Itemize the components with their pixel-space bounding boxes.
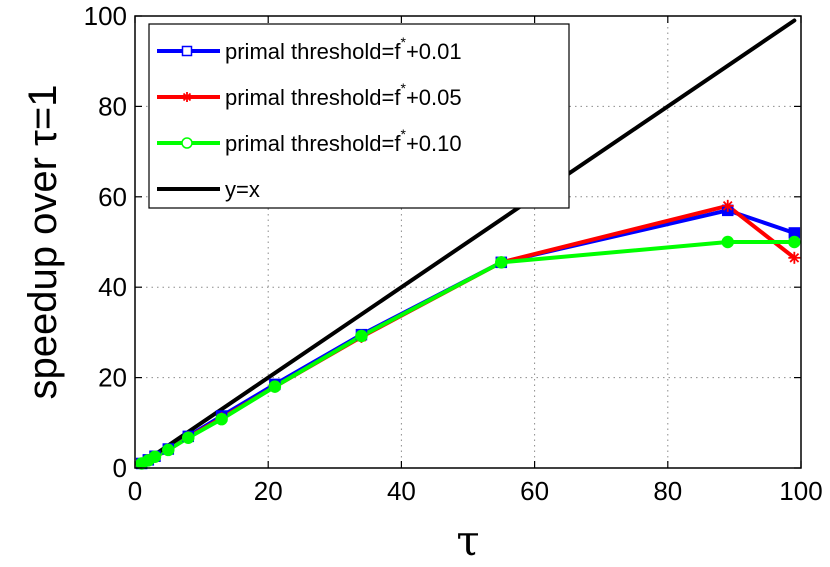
legend-superscript: *: [400, 34, 406, 50]
legend-marker: [182, 92, 192, 102]
y-tick-label: 60: [98, 182, 127, 212]
x-tick-label: 40: [387, 476, 416, 506]
x-axis-label: τ: [456, 516, 479, 565]
legend-entry-label: primal threshold=f*+0.01: [225, 34, 462, 64]
legend-entry-text: primal threshold=f: [225, 85, 401, 110]
legend-entry-label: primal threshold=f*+0.05: [225, 80, 462, 110]
legend-suffix: +0.01: [406, 39, 462, 64]
data-point-s2-10: [788, 235, 801, 249]
legend-box: [148, 23, 570, 209]
data-point-s2-3: [162, 443, 175, 457]
legend-superscript: *: [400, 80, 406, 96]
asterisk-stroke: [789, 252, 800, 263]
legend-suffix: +0.10: [406, 131, 462, 156]
series-markers: [135, 199, 801, 470]
asterisk-stroke: [722, 201, 733, 211]
legend-marker: [181, 45, 193, 57]
y-tick-label: 0: [113, 453, 127, 483]
data-point-s2-2: [148, 450, 162, 463]
asterisk-stroke: [182, 92, 192, 102]
data-point-s2-8: [495, 256, 508, 269]
y-tick-label: 20: [98, 363, 127, 393]
legend-entry-text: primal threshold=f: [225, 39, 401, 64]
legend-entry-label: y=x: [225, 177, 260, 202]
x-tick-label: 0: [128, 476, 142, 506]
y-tick-label: 80: [98, 91, 127, 121]
legend-suffix: +0.05: [406, 85, 462, 110]
legend-marker-shape: [182, 92, 192, 102]
y-axis-label: speedup over τ=1: [21, 85, 65, 400]
data-point-s2-4: [182, 431, 195, 444]
legend-marker: [181, 137, 193, 149]
legend-entry-label: primal threshold=f*+0.10: [225, 126, 462, 156]
axis-ticks: [134, 15, 802, 469]
legend-marker-shape: [181, 45, 193, 57]
x-tick-label: 80: [653, 476, 682, 506]
y-tick-label: 100: [84, 1, 127, 31]
legend-entry-text: y=x: [225, 177, 260, 202]
data-point-s2-5: [215, 412, 228, 426]
legend-marker-shape: [181, 137, 193, 149]
plot-frame: [134, 15, 802, 469]
data-point-s1-10: [788, 251, 801, 264]
y-tick-label: 40: [98, 272, 127, 302]
data-point-s2-7: [355, 329, 368, 343]
x-tick-label: 60: [520, 476, 549, 506]
data-point-s2-9: [721, 235, 734, 249]
data-point-s2-6: [268, 380, 282, 393]
series-line-3: [139, 18, 797, 466]
data-point-s1-9: [721, 199, 734, 212]
x-tick-label: 100: [779, 476, 822, 506]
tick-labels: 0 20 40 60 80 100 0 20 40 60 80 100: [84, 1, 823, 506]
legend-superscript: *: [400, 126, 406, 142]
x-tick-label: 20: [254, 476, 283, 506]
legend-entry-text: primal threshold=f: [225, 131, 401, 156]
